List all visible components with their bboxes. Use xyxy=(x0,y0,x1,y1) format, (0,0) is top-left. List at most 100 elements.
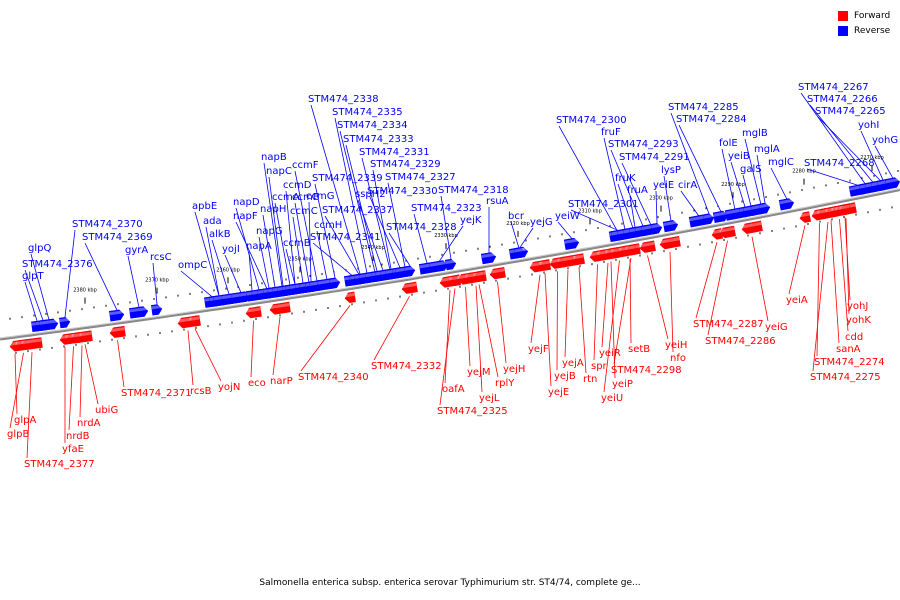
forward-leader-line xyxy=(564,269,569,358)
gene-label-reverse: STM474_2268 xyxy=(804,158,875,169)
gene-label-forward: STM474_2287 xyxy=(693,319,764,330)
reverse-gene xyxy=(109,309,125,322)
forward-leader-line xyxy=(26,352,33,459)
gene-label-forward: nrdA xyxy=(77,418,101,429)
scale-tick-label: 2350 kbp xyxy=(288,256,312,262)
forward-leader-line xyxy=(14,353,18,415)
gene-label-forward: yejH xyxy=(503,364,525,375)
forward-gene xyxy=(639,240,656,253)
gene-label-reverse: ccmG xyxy=(306,191,335,202)
reverse-gene xyxy=(778,198,795,211)
reverse-leader-line xyxy=(312,242,353,276)
reverse-leader-line xyxy=(248,251,253,291)
reverse-leader-line xyxy=(372,169,392,269)
gene-label-reverse: STM474_2285 xyxy=(668,102,739,113)
chromosome-backbone xyxy=(0,188,900,341)
reverse-leader-line xyxy=(570,209,620,232)
legend-label-forward: Forward xyxy=(854,10,891,21)
reverse-leader-line xyxy=(285,190,296,284)
forward-leader-line xyxy=(475,285,483,393)
gene-label-reverse: STM474_2376 xyxy=(22,259,93,270)
gene-label-reverse: STM474_2328 xyxy=(386,222,457,233)
legend-label-reverse: Reverse xyxy=(854,25,891,36)
reverse-leader-line xyxy=(721,148,736,210)
gene-label-reverse: apbE xyxy=(192,201,217,212)
reverse-leader-line xyxy=(629,195,636,228)
chromosome-backbone-highlight xyxy=(0,188,900,339)
forward-leader-line xyxy=(707,240,728,336)
reverse-leader-line xyxy=(610,149,644,227)
legend: Forward Reverse xyxy=(838,8,890,38)
forward-leader-line xyxy=(300,305,351,372)
forward-gene xyxy=(21,337,43,350)
gene-label-reverse: yeiB xyxy=(728,151,750,162)
forward-gene xyxy=(557,254,579,268)
reverse-swatch xyxy=(838,25,848,36)
scale-tick-label: 2310 kbp xyxy=(578,208,602,214)
reverse-gene xyxy=(758,202,771,215)
reverse-gene xyxy=(884,177,900,190)
scale-tick-label: 2300 kbp xyxy=(649,196,673,202)
reverse-leader-line xyxy=(84,242,118,311)
gene-label-reverse: mglB xyxy=(742,128,768,139)
gene-label-reverse: napF xyxy=(233,211,258,222)
gene-label-reverse: STM474_2327 xyxy=(385,172,456,183)
forward-leader-line xyxy=(788,225,806,295)
gene-label-reverse: napG xyxy=(256,226,283,237)
gene-label-reverse: ada xyxy=(203,216,222,227)
reverse-gene xyxy=(563,237,580,250)
forward-leader-line xyxy=(530,274,541,344)
reverse-gene xyxy=(39,318,59,331)
gene-label-forward: spr xyxy=(591,361,608,372)
reverse-gene xyxy=(328,277,341,289)
gene-label-reverse: STM474_2338 xyxy=(308,94,379,105)
forward-leader-line xyxy=(465,287,471,367)
gene-label-reverse: lysP xyxy=(661,165,681,176)
forward-leader-line xyxy=(439,288,456,406)
forward-leader-line xyxy=(9,352,24,429)
reverse-gene xyxy=(662,220,679,233)
reverse-gene xyxy=(876,179,889,192)
reverse-leader-line xyxy=(235,221,268,289)
forward-gene xyxy=(719,225,736,239)
gene-label-reverse: STM474_2293 xyxy=(608,139,679,150)
reverse-leader-line xyxy=(345,144,378,272)
reverse-leader-line xyxy=(678,124,722,212)
reverse-leader-line xyxy=(294,170,318,281)
forward-gene xyxy=(839,203,852,215)
gene-label-reverse: mglC xyxy=(768,157,794,168)
reverse-leader-line xyxy=(268,176,284,286)
gene-label-reverse: STM474_2333 xyxy=(343,134,414,145)
gene-label-reverse: yeiE xyxy=(653,180,674,191)
gene-label-forward: glpA xyxy=(14,415,36,426)
reverse-leader-line xyxy=(388,232,411,267)
gene-label-reverse: STM474_2331 xyxy=(359,147,430,158)
gene-label-forward: yohJ xyxy=(847,301,868,312)
reverse-gene xyxy=(650,222,663,235)
forward-leader-line xyxy=(844,217,851,301)
gene-label-reverse: napD xyxy=(233,197,260,208)
reverse-leader-line xyxy=(663,175,672,222)
gene-label-forward: yejA xyxy=(562,358,584,369)
gene-label-forward: STM474_2275 xyxy=(810,372,881,383)
forward-leader-line xyxy=(373,296,410,361)
gene-label-forward: STM474_2332 xyxy=(371,361,442,372)
forward-gene xyxy=(449,274,461,286)
forward-leader-line xyxy=(629,259,632,344)
forward-leader-line xyxy=(593,264,598,361)
reverse-gene xyxy=(480,252,497,265)
forward-leader-line xyxy=(751,236,769,322)
forward-leader-line xyxy=(117,340,125,388)
gene-label-reverse: rsuA xyxy=(486,196,509,207)
gene-label-reverse: fruF xyxy=(601,127,621,138)
gene-label-reverse: napA xyxy=(246,241,272,252)
gene-label-forward: nfo xyxy=(670,353,686,364)
reverse-leader-line xyxy=(742,174,752,207)
reverse-leader-line xyxy=(860,130,884,181)
forward-leader-line xyxy=(79,345,83,418)
reverse-leader-line xyxy=(557,221,573,240)
gene-label-forward: STM474_2274 xyxy=(814,357,885,368)
reverse-leader-line xyxy=(730,161,746,208)
reverse-gene xyxy=(403,265,416,278)
gene-label-forward: rcsB xyxy=(190,386,212,397)
